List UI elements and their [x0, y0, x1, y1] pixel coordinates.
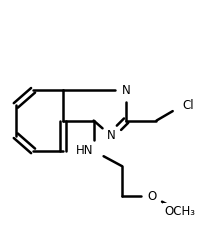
Text: O: O — [147, 190, 157, 203]
Text: HN: HN — [76, 144, 94, 158]
Text: N: N — [107, 129, 115, 142]
Text: OCH₃: OCH₃ — [165, 205, 196, 218]
Text: N: N — [122, 84, 131, 97]
Text: Cl: Cl — [182, 99, 194, 112]
